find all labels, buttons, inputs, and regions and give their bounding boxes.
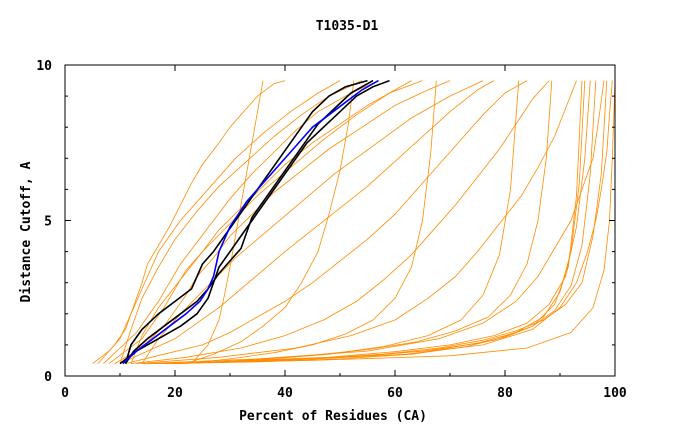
series-line-background-24 bbox=[141, 80, 484, 364]
series-line-background-0 bbox=[92, 80, 341, 364]
x-axis-label: Percent of Residues (CA) bbox=[239, 409, 427, 424]
y-tick-label-10: 10 bbox=[36, 59, 52, 74]
series-line-background-19 bbox=[185, 80, 437, 364]
series-line-background-10 bbox=[147, 80, 613, 364]
series-line-background-4 bbox=[114, 80, 451, 364]
series-line-background-20 bbox=[185, 80, 355, 364]
series-layer bbox=[92, 79, 616, 365]
chart-title: T1035-D1 bbox=[316, 19, 379, 34]
series-line-highlight-25 bbox=[119, 79, 390, 365]
x-tick-label-40: 40 bbox=[277, 386, 293, 401]
x-tick-label-100: 100 bbox=[603, 386, 627, 401]
series-line-background-3 bbox=[108, 80, 412, 364]
series-line-background-14 bbox=[163, 80, 591, 364]
series-line-background-22 bbox=[119, 80, 363, 364]
series-line-background-7 bbox=[130, 80, 550, 364]
y-tick-label-5: 5 bbox=[44, 215, 52, 230]
series-line-background-11 bbox=[152, 80, 616, 364]
series-line-background-21 bbox=[191, 80, 264, 364]
y-axis: 0 5 10 bbox=[36, 59, 615, 385]
series-line-reference-28 bbox=[122, 79, 379, 365]
y-axis-label: Distance Cutoff, A bbox=[19, 161, 34, 302]
x-axis: 0 20 40 60 80 100 bbox=[61, 65, 627, 401]
x-tick-label-80: 80 bbox=[497, 386, 513, 401]
series-line-background-5 bbox=[119, 80, 495, 364]
series-line-background-16 bbox=[174, 80, 583, 364]
series-line-background-13 bbox=[163, 80, 597, 364]
y-tick-label-0: 0 bbox=[44, 370, 52, 385]
series-line-background-2 bbox=[103, 80, 379, 364]
x-tick-label-20: 20 bbox=[167, 386, 183, 401]
x-tick-label-60: 60 bbox=[387, 386, 403, 401]
series-line-background-18 bbox=[180, 80, 520, 364]
series-line-highlight-27 bbox=[124, 79, 374, 365]
series-line-background-9 bbox=[141, 80, 605, 364]
series-line-background-6 bbox=[125, 80, 528, 364]
x-tick-label-0: 0 bbox=[61, 386, 69, 401]
series-line-background-1 bbox=[97, 80, 286, 364]
series-line-highlight-26 bbox=[124, 79, 368, 364]
series-line-background-8 bbox=[136, 80, 577, 364]
